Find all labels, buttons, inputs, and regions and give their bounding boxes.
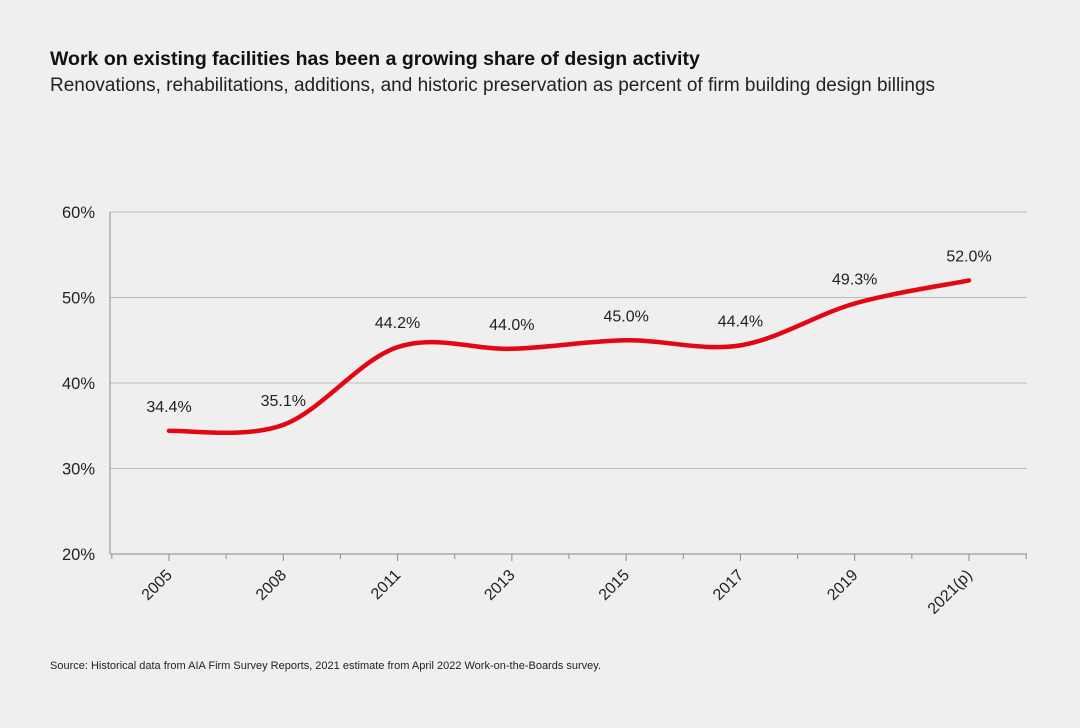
series-line (166, 278, 972, 436)
data-label: 34.4% (146, 399, 191, 416)
axes (109, 212, 1027, 561)
x-tick-label: 2008 (253, 567, 290, 604)
data-label: 49.3% (832, 271, 877, 288)
x-tick-label: 2015 (596, 567, 633, 604)
x-axis-tick-labels: 2005 2008 2011 2013 2015 2017 2019 2021(p) (139, 567, 976, 618)
source-note: Source: Historical data from AIA Firm Su… (50, 660, 602, 672)
x-tick-label: 2011 (368, 567, 404, 603)
x-tick-label: 2013 (481, 567, 518, 604)
y-tick-label: 60% (62, 204, 95, 222)
chart-title: Work on existing facilities has been a g… (50, 48, 700, 70)
y-tick-label: 50% (62, 290, 95, 308)
data-label: 52.0% (946, 248, 991, 265)
chart-subtitle: Renovations, rehabilitations, additions,… (50, 75, 936, 96)
y-axis-tick-labels: 20% 30% 40% 50% 60% (62, 204, 95, 564)
data-label: 44.2% (375, 315, 420, 332)
data-labels: 34.4% 35.1% 44.2% 44.0% 45.0% 44.4% 49.3% 52.0% (146, 248, 991, 415)
x-tick-label: 2021(p) (925, 567, 976, 618)
series (166, 278, 972, 436)
data-label: 44.0% (489, 317, 534, 334)
data-label: 44.4% (718, 313, 763, 330)
x-tick-label: 2017 (710, 567, 747, 604)
y-tick-label: 20% (62, 546, 95, 564)
y-tick-label: 40% (62, 375, 95, 393)
x-tick-label: 2019 (824, 567, 861, 604)
data-label: 35.1% (261, 393, 306, 410)
x-tick-label: 2005 (139, 567, 176, 604)
data-label: 45.0% (603, 308, 648, 325)
y-tick-label: 30% (62, 461, 95, 479)
